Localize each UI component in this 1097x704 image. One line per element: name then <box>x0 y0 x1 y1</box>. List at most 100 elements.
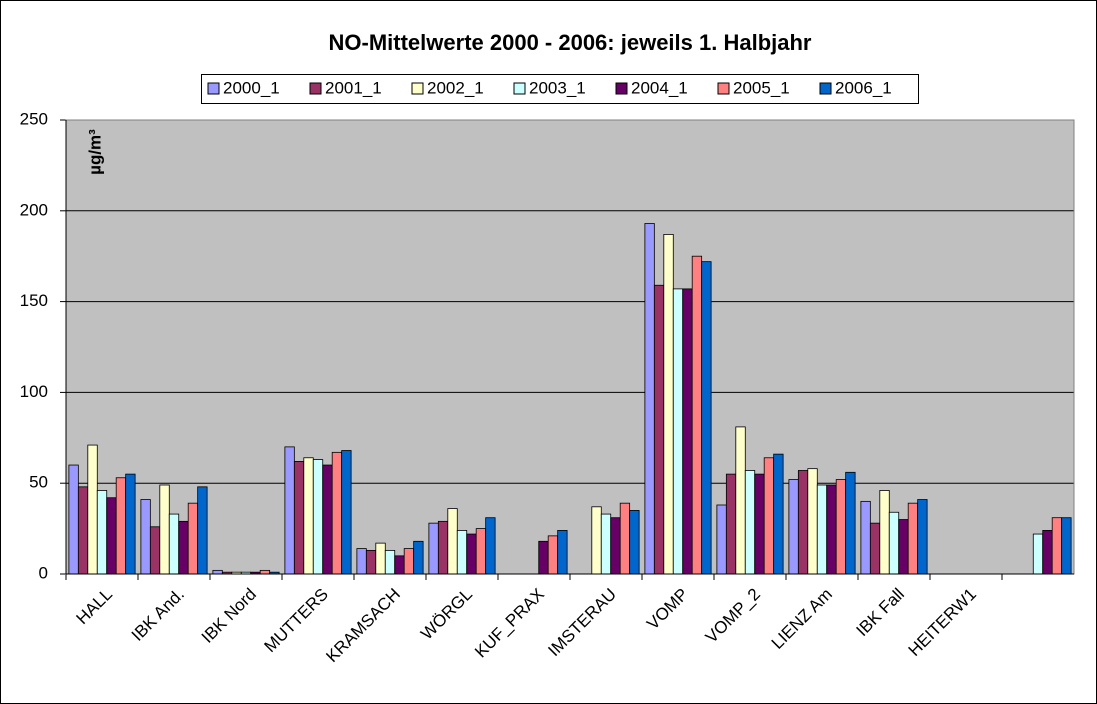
bar <box>788 479 799 575</box>
legend-swatch <box>207 82 220 95</box>
bar <box>212 569 223 575</box>
bar <box>547 535 559 575</box>
bar <box>197 486 208 575</box>
bar <box>87 444 98 575</box>
y-tick-label: 150 <box>20 291 48 310</box>
bar <box>763 457 775 575</box>
bar <box>619 502 631 575</box>
bar <box>1042 530 1053 575</box>
bar <box>284 446 295 575</box>
bar <box>610 517 621 575</box>
legend-swatch <box>615 82 628 95</box>
bar <box>466 533 477 575</box>
bar <box>716 504 727 575</box>
bar <box>293 461 305 575</box>
y-tick-label: 200 <box>20 200 48 219</box>
bar <box>754 473 765 575</box>
legend-label: 2001_1 <box>325 78 382 97</box>
y-tick-label: 100 <box>20 382 48 401</box>
bar <box>629 510 640 575</box>
legend-swatch <box>513 82 526 95</box>
bar <box>356 548 367 575</box>
bar <box>384 549 396 575</box>
bar <box>159 484 170 575</box>
bar <box>860 500 871 575</box>
bar <box>68 464 79 575</box>
bar <box>413 540 424 575</box>
bar <box>1051 517 1063 575</box>
bar <box>1061 517 1072 575</box>
bar <box>672 288 684 575</box>
bar <box>485 517 496 575</box>
bar <box>140 499 151 575</box>
bar <box>303 457 314 575</box>
legend-swatch <box>309 82 322 95</box>
bar <box>475 528 487 575</box>
bar <box>77 486 89 575</box>
bar <box>591 506 602 575</box>
bar <box>331 451 343 575</box>
bar <box>879 490 890 575</box>
bar <box>149 526 161 575</box>
bar <box>653 284 665 575</box>
bar <box>403 548 415 575</box>
bar <box>663 234 674 575</box>
bar <box>835 479 847 575</box>
bar <box>428 522 439 575</box>
bar <box>168 513 180 575</box>
legend-label: 2006_1 <box>835 78 892 97</box>
bar <box>312 459 324 575</box>
bar <box>691 255 703 575</box>
bar <box>447 508 458 575</box>
bar <box>600 513 612 575</box>
bar <box>888 511 900 575</box>
bar <box>456 530 468 575</box>
bar <box>807 468 818 575</box>
bar <box>644 223 655 575</box>
plot-background <box>66 120 1074 574</box>
bar <box>437 520 449 575</box>
bar <box>682 288 693 575</box>
bar <box>259 569 271 575</box>
bar <box>744 470 756 575</box>
legend-swatch <box>717 82 730 95</box>
bar <box>701 261 712 575</box>
bar <box>845 471 856 575</box>
bar <box>322 464 333 575</box>
chart-title: NO-Mittelwerte 2000 - 2006: jeweils 1. H… <box>329 30 812 55</box>
y-axis-label: µg/m³ <box>85 129 104 175</box>
bar <box>125 473 136 575</box>
bar <box>773 453 784 575</box>
bar <box>557 530 568 575</box>
bar <box>341 450 352 575</box>
bar <box>178 520 189 575</box>
bar <box>187 502 199 575</box>
legend-label: 2002_1 <box>427 78 484 97</box>
bar <box>538 540 549 575</box>
bar <box>106 497 117 575</box>
y-tick-label: 0 <box>39 563 48 582</box>
bar <box>907 502 919 575</box>
bar <box>816 484 828 575</box>
legend-label: 2004_1 <box>631 78 688 97</box>
bar <box>735 426 746 575</box>
y-tick-label: 250 <box>20 109 48 128</box>
legend-swatch <box>819 82 832 95</box>
bar <box>725 473 737 575</box>
legend-swatch <box>411 82 424 95</box>
legend-label: 2005_1 <box>733 78 790 97</box>
bar <box>898 519 909 575</box>
bar <box>115 477 127 575</box>
legend-label: 2003_1 <box>529 78 586 97</box>
y-tick-label: 50 <box>29 473 48 492</box>
bar <box>96 490 108 575</box>
bar <box>365 549 377 575</box>
bar <box>394 555 405 575</box>
bar <box>375 542 386 575</box>
bar <box>917 499 928 575</box>
bar <box>869 522 881 575</box>
legend-label: 2000_1 <box>223 78 280 97</box>
bar <box>826 484 837 575</box>
bar <box>1032 533 1044 575</box>
